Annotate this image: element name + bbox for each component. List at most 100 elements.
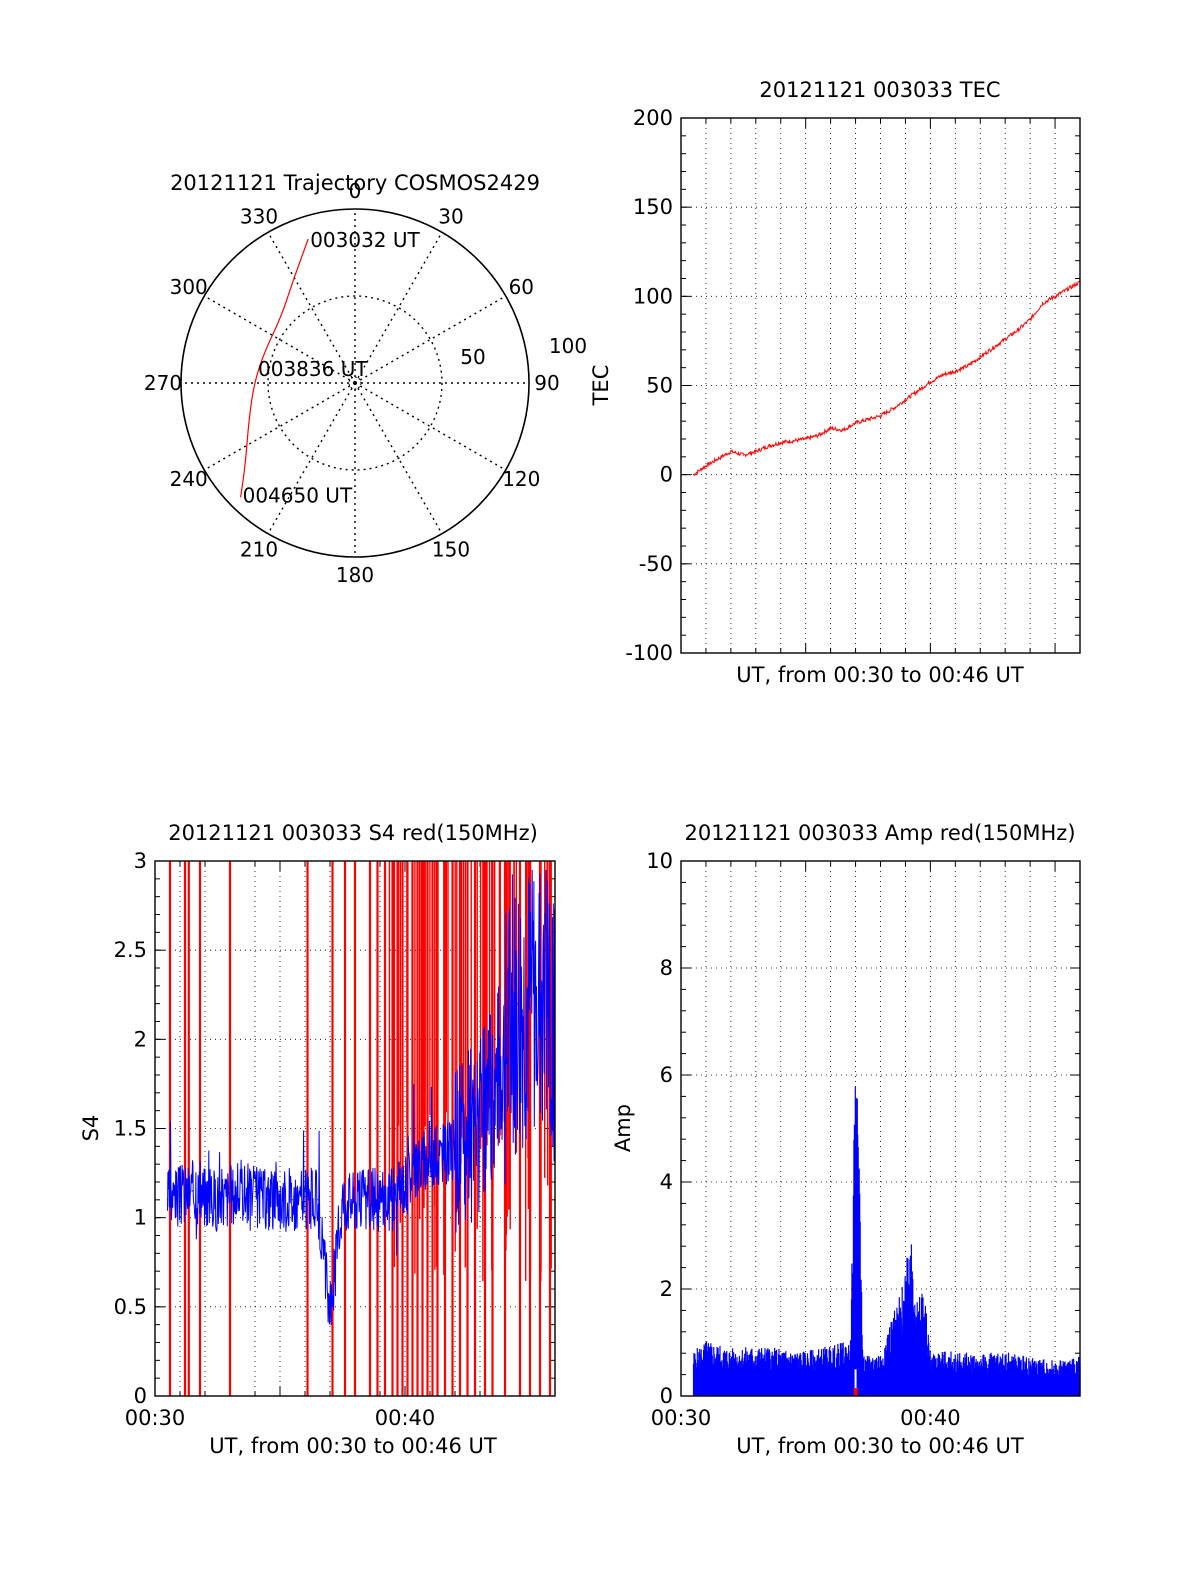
y-tick-label: 2: [134, 1027, 147, 1051]
x-tick-label: 00:30: [125, 1406, 186, 1430]
tec-data-point: [1017, 329, 1019, 331]
tec-data-point: [817, 434, 819, 436]
tec-data-point: [730, 450, 732, 453]
y-tick-label: 2.5: [114, 938, 147, 962]
polar-outer-circle: [180, 208, 530, 558]
polar-spoke: [203, 295, 356, 384]
s4-data-point: [341, 1199, 344, 1201]
y-tick-label: 0: [660, 1384, 673, 1408]
y-tick-label: 0: [660, 463, 673, 487]
x-tick-label: 00:40: [375, 1406, 436, 1430]
azimuth-label: 120: [502, 467, 540, 491]
tec-series-line: [693, 280, 1081, 477]
tec-data-point: [830, 427, 832, 429]
tec-data-point: [780, 442, 782, 444]
azimuth-label: 270: [144, 371, 182, 395]
y-tick-label: 1.5: [114, 1117, 147, 1141]
tec-data-point: [792, 440, 794, 442]
polar-spoke: [354, 382, 507, 471]
s4-data-point: [491, 1092, 494, 1094]
tec-data-point: [867, 418, 869, 420]
azimuth-label: 30: [438, 205, 463, 229]
tec-data-point: [942, 374, 944, 376]
tec-data-point: [892, 408, 894, 410]
y-tick-label: 8: [660, 956, 673, 980]
s4-data-point: [516, 1003, 519, 1005]
tec-data-point: [879, 415, 882, 417]
y-tick-label: 10: [646, 849, 673, 873]
y-tick-label: 1: [134, 1206, 147, 1230]
s4-data-point: [316, 1199, 319, 1201]
y-tick-label: 50: [646, 374, 673, 398]
tec-chart: 20121121 003033 TEC 200150100500-50-100 …: [589, 78, 1081, 687]
tec-y-axis-label: TEC: [589, 365, 613, 407]
tec-data-point: [717, 458, 720, 460]
plot-frame: [154, 860, 556, 1397]
tec-data-point: [917, 390, 919, 392]
s4-data-point: [329, 1315, 331, 1317]
amp-gap: [854, 1369, 857, 1388]
s4-data-point: [166, 1199, 169, 1201]
polar-spoke: [267, 231, 356, 384]
y-tick-label: -50: [639, 552, 673, 576]
tec-data-point: [842, 429, 844, 431]
s4-blue-series: [167, 869, 556, 1326]
polar-spoke: [354, 382, 443, 535]
y-tick-label: 6: [660, 1063, 673, 1087]
s4-data-point: [479, 1127, 481, 1130]
trajectory-polar-chart: 20121121 Trajectory COSMOS2429 0 30 60 90 12…: [144, 171, 587, 587]
plot-frame: [680, 860, 1081, 1397]
x-tick-label: 00:40: [900, 1406, 961, 1430]
polar-spoke: [354, 231, 443, 384]
s4-data-point: [216, 1199, 219, 1201]
tec-data-point: [967, 365, 969, 367]
tec-data-point: [705, 465, 707, 467]
polar-spoke: [354, 295, 507, 384]
s4-data-point: [241, 1190, 244, 1192]
tec-data-point: [1029, 318, 1031, 321]
tec-data-point: [767, 445, 769, 447]
y-tick-label: -100: [625, 641, 673, 665]
trajectory-end-label: 004650 UT: [243, 483, 353, 507]
trajectory-line: [240, 238, 309, 498]
y-tick-label: 100: [633, 284, 673, 308]
polar-ring-50: [267, 295, 443, 471]
tec-data-point: [1042, 302, 1044, 305]
s4-data-point: [416, 1163, 419, 1165]
y-tick-label: 150: [633, 195, 673, 219]
y-tick-label: 0.5: [114, 1295, 147, 1319]
azimuth-label: 180: [336, 563, 374, 587]
polar-spoke: [203, 382, 356, 471]
s4-data-point: [391, 1199, 394, 1201]
s4-data-point: [404, 1181, 406, 1183]
s4-chart: 20121121 003033 S4 red(150MHz) 3 2.5 2 1.5 1…: [79, 821, 556, 1458]
s4-data-point: [191, 1190, 194, 1192]
radial-label: 100: [549, 334, 587, 358]
tec-data-point: [755, 450, 757, 453]
y-tick-label: 3: [134, 849, 147, 873]
y-tick-label: 2: [660, 1277, 673, 1301]
tec-data-point: [929, 381, 932, 383]
amp-y-axis-label: Amp: [611, 1104, 635, 1152]
polar-spoke: [267, 382, 356, 535]
tec-data-point: [954, 370, 956, 372]
tec-data-point: [904, 399, 907, 401]
amp-x-axis-label: UT, from 00:30 to 00:46 UT: [736, 1434, 1024, 1458]
s4-data-point: [266, 1199, 269, 1201]
tec-data-point: [1066, 288, 1069, 290]
tec-data-point: [992, 347, 994, 349]
s4-data-point: [441, 1154, 444, 1156]
s4-data-point: [466, 1145, 469, 1147]
polar-labels: 0 30 60 90 120 150 180 210 240 270 300 330 50 100 0030…: [144, 179, 587, 587]
trajectory-mid-label: 003836 UT: [258, 357, 368, 381]
tec-data-point: [979, 356, 981, 358]
tec-data-point: [805, 438, 807, 440]
y-tick-label: 4: [660, 1170, 673, 1194]
plot-frame: [680, 117, 1081, 654]
azimuth-label: 150: [432, 537, 470, 561]
s4-data-point: [291, 1199, 294, 1201]
azimuth-label: 0: [349, 179, 362, 203]
trajectory-start-label: 003032 UT: [310, 228, 420, 252]
azimuth-label: 300: [170, 275, 208, 299]
